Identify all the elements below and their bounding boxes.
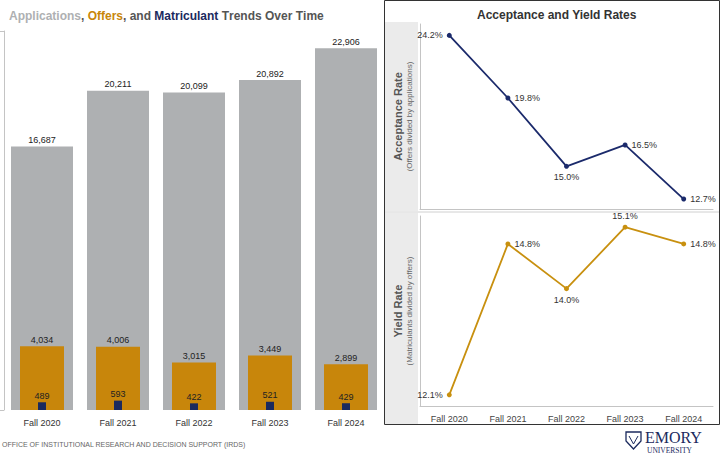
svg-text:Fall 2024: Fall 2024 (665, 414, 702, 424)
svg-text:20,211: 20,211 (105, 79, 132, 89)
html-text:v e r T i: v e r T i (274, 9, 307, 23)
svg-text:(Offers divided by application: (Offers divided by applications) (405, 61, 414, 171)
svg-text:Acceptance Rate: Acceptance Rate (392, 72, 404, 161)
svg-text:4,006: 4,006 (107, 335, 130, 345)
svg-text:16.5%: 16.5% (632, 140, 658, 150)
svg-text:429: 429 (338, 392, 353, 402)
svg-text:e: e (317, 9, 324, 23)
svg-text:14.8%: 14.8% (690, 239, 716, 249)
svg-text:Applications: Applications (9, 9, 81, 23)
svg-text:Fall 2023: Fall 2023 (251, 418, 288, 428)
svg-text:489: 489 (34, 391, 49, 401)
svg-text:Fall 2022: Fall 2022 (175, 418, 212, 428)
svg-text:15.1%: 15.1% (612, 211, 638, 221)
svg-text:Yield Rate: Yield Rate (392, 285, 404, 338)
svg-text:(Matriculants divided by offer: (Matriculants divided by offers) (405, 256, 414, 365)
svg-text:n: n (240, 9, 247, 23)
svg-text:Fall 2024: Fall 2024 (327, 418, 364, 428)
svg-text:Fall 2020: Fall 2020 (431, 414, 468, 424)
svg-text:521: 521 (262, 390, 277, 400)
svg-text:20,892: 20,892 (256, 69, 284, 79)
svg-text:d: d (248, 9, 255, 23)
svg-text:593: 593 (110, 389, 125, 399)
svg-text:14.8%: 14.8% (514, 239, 540, 249)
svg-text:Offers: Offers (88, 9, 124, 23)
svg-text:4,034: 4,034 (31, 335, 54, 345)
svg-text:422: 422 (186, 392, 201, 402)
svg-text:Fall 2023: Fall 2023 (607, 414, 644, 424)
svg-text:Fall 2021: Fall 2021 (489, 414, 526, 424)
svg-text:3,449: 3,449 (259, 344, 282, 354)
svg-text:Fall 2022: Fall 2022 (548, 414, 585, 424)
svg-text:15.0%: 15.0% (554, 172, 580, 182)
svg-text:OFFICE OF INSTITUTIONAL RESEAR: OFFICE OF INSTITUTIONAL RESEARCH AND DEC… (2, 441, 245, 449)
svg-text:2,899: 2,899 (335, 353, 358, 363)
svg-text:UNIVERSITY: UNIVERSITY (647, 446, 693, 455)
svg-text:16,687: 16,687 (28, 135, 56, 145)
svg-text:Matriculant: Matriculant (154, 9, 218, 23)
svg-text:O: O (265, 9, 274, 23)
svg-text:24.2%: 24.2% (417, 30, 443, 40)
svg-text:Fall 2020: Fall 2020 (23, 418, 60, 428)
svg-text:12.7%: 12.7% (690, 194, 716, 204)
svg-text:d: d (144, 9, 151, 23)
html-text:, a: , a (123, 9, 137, 23)
svg-text:22,906: 22,906 (332, 37, 360, 47)
svg-text:14.0%: 14.0% (554, 295, 580, 305)
svg-text:20,099: 20,099 (180, 81, 208, 91)
svg-text:m: m (306, 9, 317, 23)
svg-text:Fall 2021: Fall 2021 (99, 418, 136, 428)
svg-text:EMORY: EMORY (645, 429, 702, 446)
svg-text:s: s (255, 9, 262, 23)
svg-text:3,015: 3,015 (183, 351, 206, 361)
html-text:T r e: T r e (221, 9, 241, 23)
svg-text:Acceptance and Yield Rates: Acceptance and Yield Rates (477, 8, 637, 22)
svg-text:n: n (136, 9, 143, 23)
svg-text:12.1%: 12.1% (417, 390, 443, 400)
svg-text:19.8%: 19.8% (514, 93, 540, 103)
